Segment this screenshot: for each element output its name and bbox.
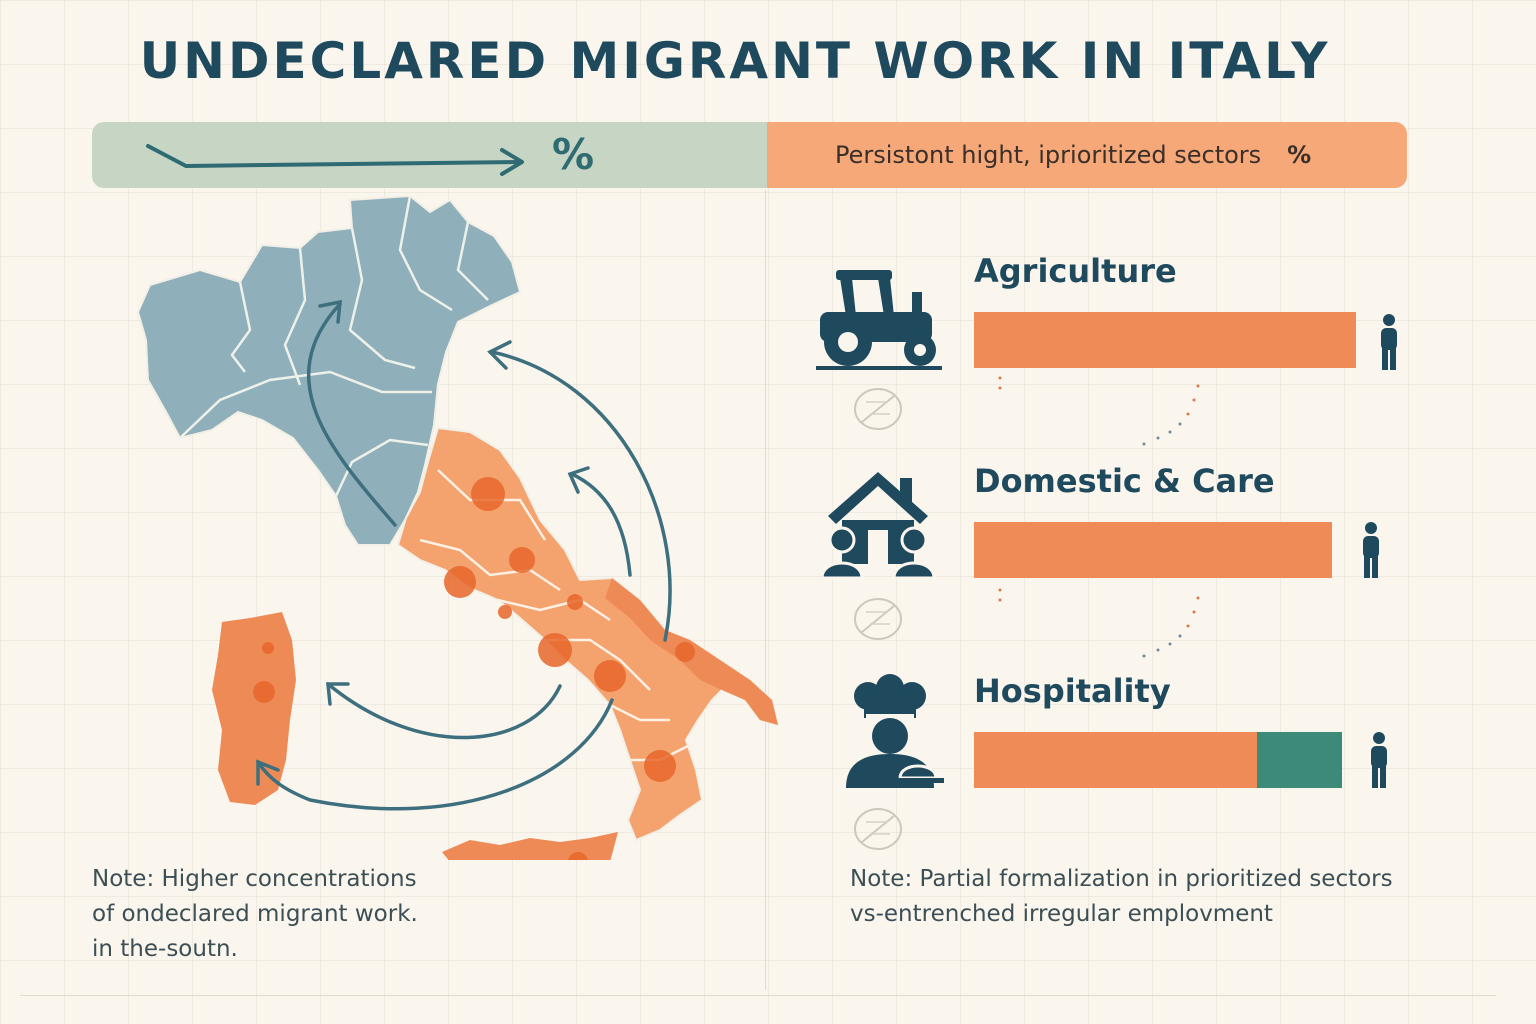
map-note-line-3: in the-soutn. <box>92 936 238 962</box>
decorative-dots <box>998 376 1200 446</box>
sector-bar-hospitality-undeclared <box>974 732 1258 788</box>
map-region-sicily <box>442 832 618 860</box>
declining-trend-arrow-icon <box>146 144 524 176</box>
map-note: Note: Higher concentrations of ondeclare… <box>92 862 452 967</box>
column-divider <box>765 190 766 990</box>
map-note-line-1: Note: Higher concentrations <box>92 866 417 892</box>
person-icon <box>1371 732 1387 788</box>
map-region-sardinia <box>212 612 296 805</box>
page-title: UNDECLARED MIGRANT WORK IN ITALY <box>139 32 1331 90</box>
sector-label-domestic-care: Domestic & Care <box>974 462 1275 500</box>
sector-bar-domestic-care-undeclared <box>974 522 1332 578</box>
decorative-dots <box>998 588 1200 658</box>
prohibited-sign-icon <box>854 598 902 640</box>
sector-bar-agriculture <box>974 312 1356 368</box>
map-region-south <box>396 426 780 842</box>
banner-left-percent: % <box>552 130 595 179</box>
summary-banner: % Persistont hight, iprioritized sectors… <box>92 122 1407 188</box>
sector-label-agriculture: Agriculture <box>974 252 1177 290</box>
sector-bar-agriculture-undeclared <box>974 312 1356 368</box>
map-note-line-2: of ondeclared migrant work. <box>92 901 418 927</box>
migration-flow-arrows <box>256 299 672 811</box>
sector-bar-domestic-care <box>974 522 1332 578</box>
bottom-rule <box>20 995 1496 996</box>
map-region-north <box>136 194 522 546</box>
sector-bar-hospitality-formalized <box>1257 732 1342 788</box>
sector-label-hospitality: Hospitality <box>974 672 1171 710</box>
banner-sectors-panel: Persistont hight, iprioritized sectors % <box>767 122 1407 188</box>
italy-map <box>136 194 780 860</box>
tractor-icon <box>816 270 942 370</box>
sector-bar-hospitality <box>974 732 1342 788</box>
banner-right-percent: % <box>1287 141 1312 169</box>
sectors-note: Note: Partial formalization in prioritiz… <box>850 862 1450 932</box>
person-icon <box>1363 522 1379 578</box>
map-hotspots <box>253 477 695 860</box>
map-region-borders-north <box>179 195 489 497</box>
sectors-note-line-2: vs-entrenched irregular emplovment <box>850 901 1273 927</box>
house-family-icon <box>822 472 936 580</box>
chef-icon <box>846 674 944 788</box>
sectors-note-line-1: Note: Partial formalization in prioritiz… <box>850 866 1393 892</box>
prohibited-sign-icon <box>854 808 902 850</box>
banner-trend-panel: % <box>92 122 767 188</box>
banner-right-text: Persistont hight, iprioritized sectors <box>835 141 1262 169</box>
person-icon <box>1381 314 1397 370</box>
prohibited-sign-icon <box>854 388 902 430</box>
